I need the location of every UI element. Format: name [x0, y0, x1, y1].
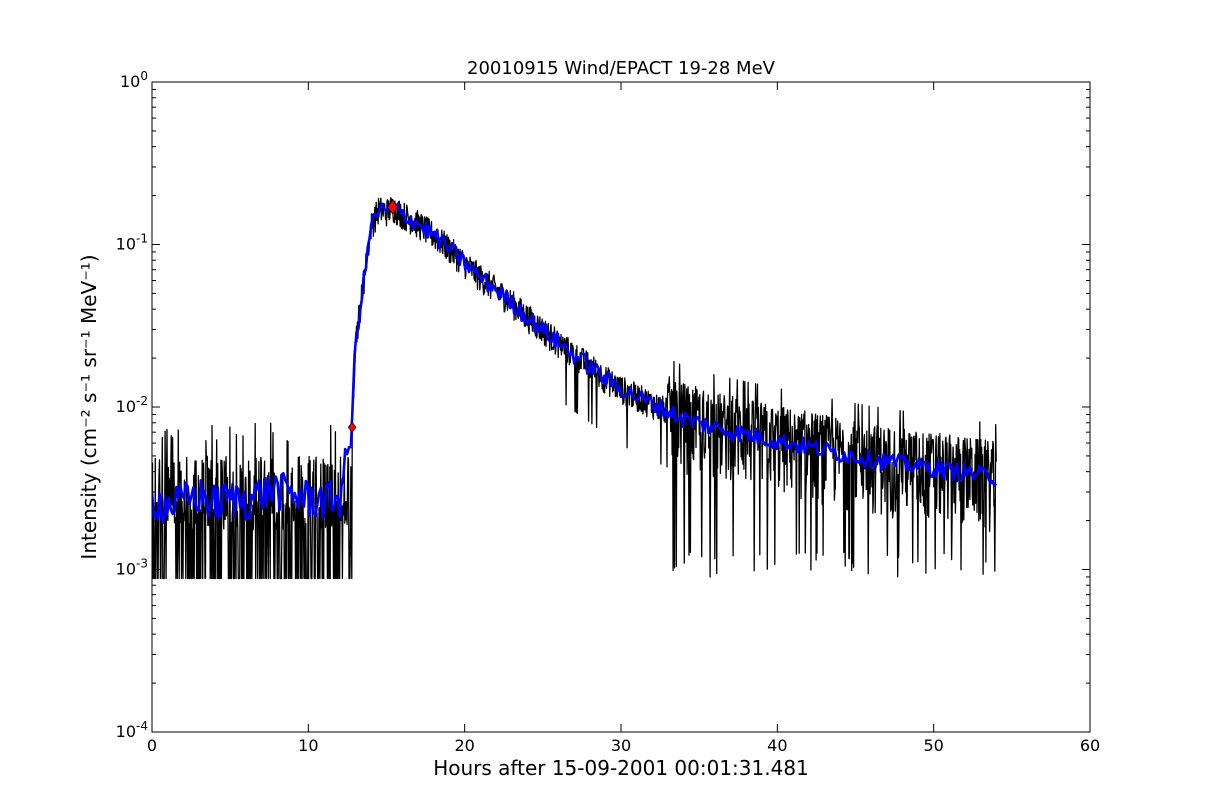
x-axis: 0 10 20 30 40 50 60	[147, 82, 1100, 755]
x-tick-label: 0	[147, 736, 157, 755]
y-tick-label-base: 10	[116, 560, 136, 579]
y-tick-label-exponent: -4	[136, 719, 148, 733]
x-tick-label: 60	[1080, 736, 1100, 755]
x-tick-label: 20	[454, 736, 474, 755]
y-tick-label-base: 10	[120, 72, 140, 91]
y-tick-label-exponent: 0	[140, 69, 148, 83]
y-tick-label: 10-1	[116, 232, 148, 254]
x-tick-label: 30	[611, 736, 631, 755]
x-tick-label: 50	[923, 736, 943, 755]
y-tick-label: 10-4	[116, 719, 148, 741]
onset-marker	[347, 421, 357, 433]
y-tick-label: 10-2	[116, 394, 148, 416]
y-tick-label-exponent: -1	[136, 232, 148, 246]
plot-area	[152, 197, 998, 580]
series-layer	[152, 197, 998, 580]
marker-layer	[347, 199, 399, 433]
y-tick-label: 10-3	[116, 557, 148, 579]
y-tick-label: 100	[120, 69, 148, 91]
peak-marker	[387, 199, 399, 215]
y-tick-label-exponent: -3	[136, 557, 148, 571]
y-axis-label: Intensity (cm⁻² s⁻¹ sr⁻¹ MeV⁻¹)	[77, 254, 101, 559]
smoothed-intensity-series-line	[152, 202, 998, 524]
y-tick-label-exponent: -2	[136, 394, 148, 408]
y-tick-label-base: 10	[116, 397, 136, 416]
x-tick-label: 10	[298, 736, 318, 755]
chart-title: 20010915 Wind/EPACT 19-28 MeV	[467, 58, 776, 79]
y-tick-label-base: 10	[116, 722, 136, 741]
y-tick-label-base: 10	[116, 235, 136, 254]
x-axis-label: Hours after 15-09-2001 00:01:31.481	[433, 756, 809, 780]
x-tick-label: 40	[767, 736, 787, 755]
